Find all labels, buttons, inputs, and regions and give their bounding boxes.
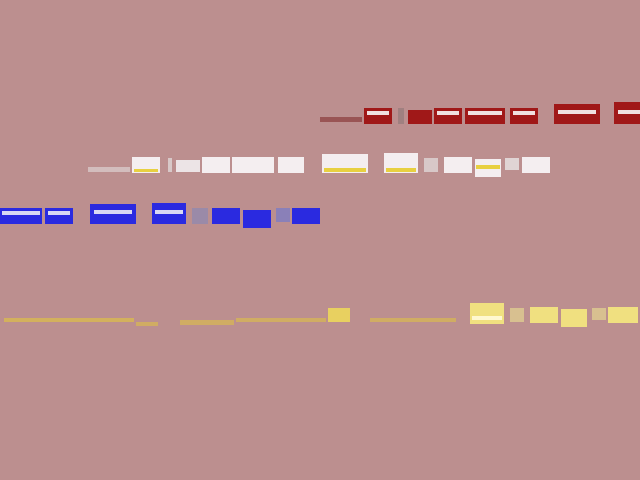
- glitch-block: [465, 108, 505, 124]
- glitch-block: [324, 168, 366, 172]
- glitch-block: [328, 308, 350, 322]
- glitch-block: [592, 308, 606, 320]
- glitch-strip: [4, 318, 134, 322]
- glitch-block: [155, 210, 183, 214]
- glitch-block: [202, 157, 230, 173]
- glitch-block: [232, 157, 274, 173]
- glitch-block: [94, 210, 132, 214]
- glitch-block: [424, 158, 438, 172]
- glitch-block: [0, 208, 42, 224]
- glitch-block: [48, 211, 70, 215]
- glitch-row-blue: [0, 203, 320, 228]
- glitch-block: [476, 165, 500, 169]
- glitch-strip: [320, 117, 362, 122]
- glitch-block: [168, 158, 172, 172]
- glitch-block: [398, 108, 404, 124]
- glitch-strip: [236, 318, 326, 322]
- glitch-block: [192, 208, 208, 224]
- glitch-row-white: [88, 153, 550, 177]
- glitch-strip: [180, 320, 234, 325]
- glitch-block: [2, 211, 40, 215]
- glitch-block: [561, 309, 587, 327]
- glitch-row-red: [320, 102, 640, 124]
- glitch-block: [510, 308, 524, 322]
- glitch-block: [522, 157, 550, 173]
- glitch-block: [292, 208, 320, 224]
- glitch-block: [278, 157, 304, 173]
- glitch-block: [45, 208, 73, 224]
- glitch-block: [176, 160, 200, 172]
- glitch-block: [437, 111, 459, 115]
- glitch-block: [444, 157, 472, 173]
- glitch-block: [408, 110, 432, 124]
- glitch-block: [608, 307, 638, 323]
- glitch-block: [367, 111, 389, 115]
- glitch-block: [134, 169, 158, 172]
- glitch-block: [434, 108, 462, 124]
- glitch-block: [513, 111, 535, 115]
- glitch-row-yellow: [4, 303, 638, 327]
- glitch-block: [510, 108, 538, 124]
- glitch-block: [243, 210, 271, 228]
- glitch-block: [558, 110, 596, 114]
- glitch-block: [212, 208, 240, 224]
- glitch-strip: [370, 318, 456, 322]
- glitch-block: [364, 108, 392, 124]
- glitch-block: [618, 110, 640, 114]
- glitch-block: [470, 303, 504, 324]
- glitch-block: [505, 158, 519, 170]
- glitch-block: [472, 316, 502, 320]
- glitch-strip: [136, 322, 158, 326]
- glitch-block: [386, 168, 416, 172]
- glitch-strip: [88, 167, 130, 172]
- glitch-block: [468, 111, 502, 115]
- glitch-block: [276, 208, 290, 222]
- glitch-block: [530, 307, 558, 323]
